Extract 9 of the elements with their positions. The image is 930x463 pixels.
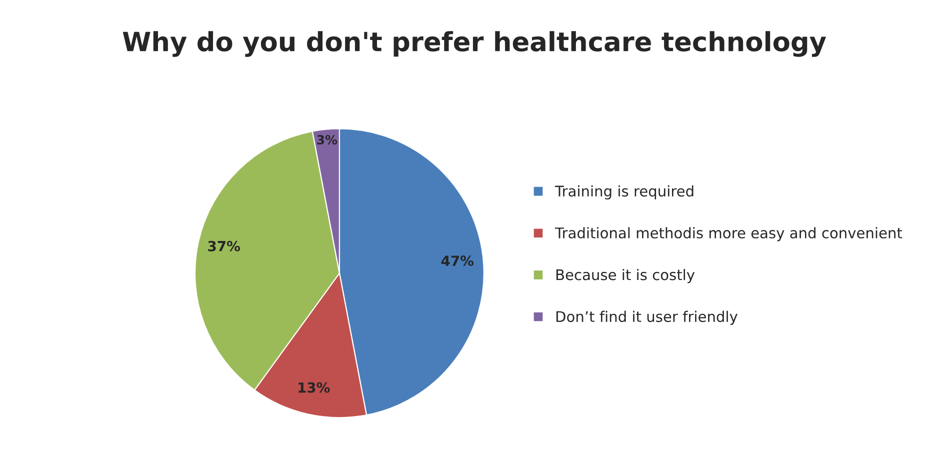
data-label: 47% — [441, 256, 474, 266]
data-label: 13% — [298, 382, 330, 393]
data-label: 37% — [208, 240, 240, 252]
chart-title: Why do you don't prefer healthcare technology — [122, 31, 826, 57]
legend-label: Don’t find it user friendly — [556, 310, 738, 325]
legend-label: Traditional methodis more easy and convenient — [554, 227, 902, 242]
legend-label: Training is required — [554, 185, 694, 200]
legend-label: Because it is costly — [556, 268, 695, 284]
data-label: 3% — [317, 135, 338, 144]
